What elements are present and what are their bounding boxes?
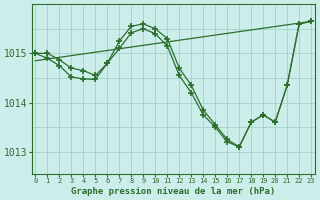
- X-axis label: Graphe pression niveau de la mer (hPa): Graphe pression niveau de la mer (hPa): [71, 187, 276, 196]
